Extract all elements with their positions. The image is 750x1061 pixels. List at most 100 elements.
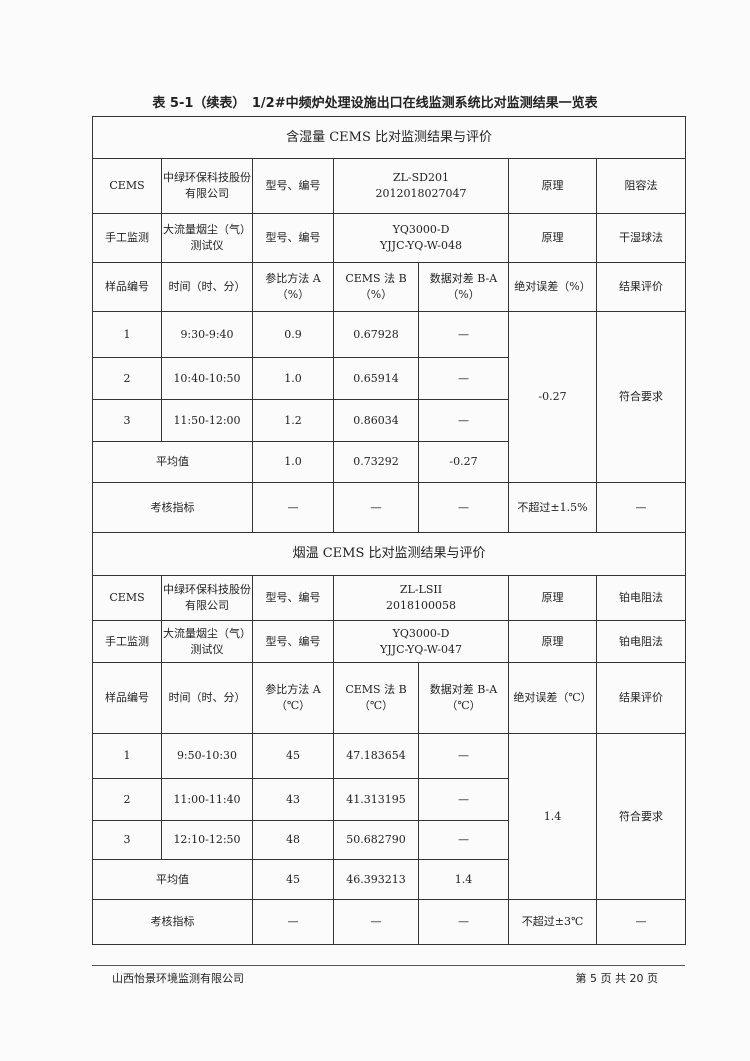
table-cell: 1.4 bbox=[418, 859, 509, 900]
principle-value: 铂电阻法 bbox=[595, 620, 687, 663]
column-header: 绝对误差（℃） bbox=[508, 662, 597, 734]
column-header: 数据对差 B-A（℃） bbox=[418, 662, 509, 734]
model-serial: YQ3000-D YJJC-YQ-W-047 bbox=[333, 620, 509, 663]
table-row: 1 9:30-9:40 0.9 0.67928— -0.27 符合要求 bbox=[92, 311, 687, 483]
column-header: 样品编号 bbox=[92, 262, 162, 312]
model-serial: ZL-SD201 2012018027047 bbox=[333, 158, 509, 214]
table-cell: 48 bbox=[252, 820, 334, 860]
table-cell: 3 bbox=[92, 399, 162, 442]
cems-row: CEMS 中绿环保科技股份有限公司 型号、编号 ZL-LSII 2018100058 原理… bbox=[92, 575, 687, 621]
cell-line-2: YJJC-YQ-W-047 bbox=[379, 642, 463, 656]
criteria-label: 考核指标 bbox=[92, 899, 253, 945]
table-cell: 3 bbox=[92, 820, 162, 860]
table-cell: 9:50-10:30 bbox=[161, 733, 253, 779]
table-cell: 41.313195 bbox=[333, 778, 419, 821]
header-row: 样品编号 时间（时、分） 参比方法 A（℃） CEMS 法 B（℃） 数据对差 B-A（… bbox=[92, 662, 687, 734]
table-cell: -0.27 bbox=[418, 441, 509, 483]
row-label: CEMS bbox=[92, 575, 162, 621]
equipment-name: 中绿环保科技股份有限公司 bbox=[161, 158, 253, 214]
criteria-row: 考核指标 — — — 不超过±3℃ — bbox=[92, 899, 687, 945]
table-cell: 12:10-12:50 bbox=[161, 820, 253, 860]
model-serial: YQ3000-D YJJC-YQ-W-048 bbox=[333, 213, 509, 263]
table-cell: — bbox=[418, 482, 509, 533]
principle-label: 原理 bbox=[508, 620, 597, 663]
cell-line-2: 2012018027047 bbox=[375, 187, 467, 200]
column-header: 参比方法 A（℃） bbox=[252, 662, 334, 734]
average-label: 平均值 bbox=[92, 441, 253, 483]
table-cell: 0.65914 bbox=[333, 357, 419, 400]
row-label: 手工监测 bbox=[92, 213, 162, 263]
column-header: CEMS 法 B（℃） bbox=[333, 662, 419, 734]
model-label: 型号、编号 bbox=[252, 158, 334, 214]
manual-row: 手工监测 大流量烟尘（气）测试仪 型号、编号 YQ3000-D YJJC-YQ-W-04… bbox=[92, 620, 687, 663]
model-label: 型号、编号 bbox=[252, 575, 334, 621]
column-header: 结果评价 bbox=[595, 662, 687, 734]
table-cell: 11:50-12:00 bbox=[161, 399, 253, 442]
table-cell: 50.682790 bbox=[333, 820, 419, 860]
column-header: 绝对误差（%） bbox=[508, 262, 597, 312]
table-cell: 47.183654 bbox=[333, 733, 419, 779]
table-cell: 1 bbox=[92, 311, 162, 358]
table-cell: 46.393213 bbox=[333, 859, 419, 900]
absolute-error: -0.27 bbox=[508, 311, 597, 483]
column-header: CEMS 法 B（%） bbox=[333, 262, 419, 312]
model-serial: ZL-LSII 2018100058 bbox=[333, 575, 509, 621]
table-cell: 2 bbox=[92, 357, 162, 400]
principle-label: 原理 bbox=[508, 213, 597, 263]
cell-line-2: 2018100058 bbox=[386, 599, 456, 612]
table-row: 1 9:50-10:30 45 47.183654—1.4 符合要求 bbox=[92, 733, 687, 900]
row-label: CEMS bbox=[92, 158, 162, 214]
table-cell: 0.86034 bbox=[333, 399, 419, 442]
table-cell: 1.2 bbox=[252, 399, 334, 442]
column-header: 时间（时、分） bbox=[161, 262, 253, 312]
manual-row: 手工监测 大流量烟尘（气）测试仪 型号、编号 YQ3000-D YJJC-YQ-W-04… bbox=[92, 213, 687, 263]
header-row: 样品编号 时间（时、分） 参比方法 A（%） CEMS 法 B（%） 数据对差 B-A（… bbox=[92, 262, 687, 312]
section-heading-row: 含湿量 CEMS 比对监测结果与评价 bbox=[91, 116, 687, 159]
footer-page-number: 第 5 页 共 20 页 bbox=[575, 972, 658, 985]
average-label: 平均值 bbox=[92, 859, 253, 900]
column-header: 样品编号 bbox=[92, 662, 162, 734]
principle-label: 原理 bbox=[508, 158, 597, 214]
table-cell: — bbox=[418, 778, 509, 821]
table-cell: 43 bbox=[252, 778, 334, 821]
table-cell: 10:40-10:50 bbox=[161, 357, 253, 400]
table-cell: 1.0 bbox=[252, 357, 334, 400]
principle-label: 原理 bbox=[508, 575, 597, 621]
table-cell: — bbox=[595, 482, 687, 533]
table-cell: — bbox=[595, 899, 687, 945]
table-cell: — bbox=[333, 899, 419, 945]
cems-row: CEMS 中绿环保科技股份有限公司 型号、编号 ZL-SD201 20120180270… bbox=[92, 158, 687, 214]
average-row: 平均值 1.0 0.73292 -0.27 bbox=[92, 441, 686, 483]
footer-divider bbox=[92, 965, 685, 966]
principle-value: 铂电阻法 bbox=[595, 575, 687, 621]
table-cell: — bbox=[252, 482, 334, 533]
result-evaluation: 符合要求 bbox=[595, 733, 687, 900]
table-cell: 2 bbox=[92, 778, 162, 821]
model-label: 型号、编号 bbox=[252, 213, 334, 263]
table-row: 2 11:00-11:40 43 41.313195— bbox=[92, 778, 686, 821]
equipment-name: 大流量烟尘（气）测试仪 bbox=[161, 213, 253, 263]
column-header: 数据对差 B-A（%） bbox=[418, 262, 509, 312]
table-cell: 45 bbox=[252, 733, 334, 779]
average-row: 平均值 45 46.393213 1.4 bbox=[92, 859, 686, 900]
result-evaluation: 符合要求 bbox=[595, 311, 687, 483]
table-cell: — bbox=[418, 357, 509, 400]
cell-line-1: ZL-SD201 bbox=[392, 171, 449, 184]
table-cell: 0.73292 bbox=[333, 441, 419, 483]
table-cell: 1.0 bbox=[252, 441, 334, 483]
cell-line-1: YQ3000-D bbox=[392, 223, 450, 236]
table-cell: — bbox=[418, 899, 509, 945]
comparison-table: 含湿量 CEMS 比对监测结果与评价 CEMS 中绿环保科技股份有限公司 型号、编号 Z… bbox=[91, 116, 687, 945]
column-header: 时间（时、分） bbox=[161, 662, 253, 734]
column-header: 参比方法 A（%） bbox=[252, 262, 334, 312]
table-cell: 不超过±1.5% bbox=[508, 482, 597, 533]
model-label: 型号、编号 bbox=[252, 620, 334, 663]
footer-company: 山西怡景环境监测有限公司 bbox=[112, 972, 244, 985]
table-cell: 45 bbox=[252, 859, 334, 900]
table-row: 2 10:40-10:50 1.0 0.65914— bbox=[92, 357, 686, 400]
absolute-error: 1.4 bbox=[508, 733, 597, 900]
table-cell: — bbox=[418, 311, 509, 358]
criteria-label: 考核指标 bbox=[92, 482, 253, 533]
table-cell: — bbox=[333, 482, 419, 533]
table-cell: 1 bbox=[92, 733, 162, 779]
